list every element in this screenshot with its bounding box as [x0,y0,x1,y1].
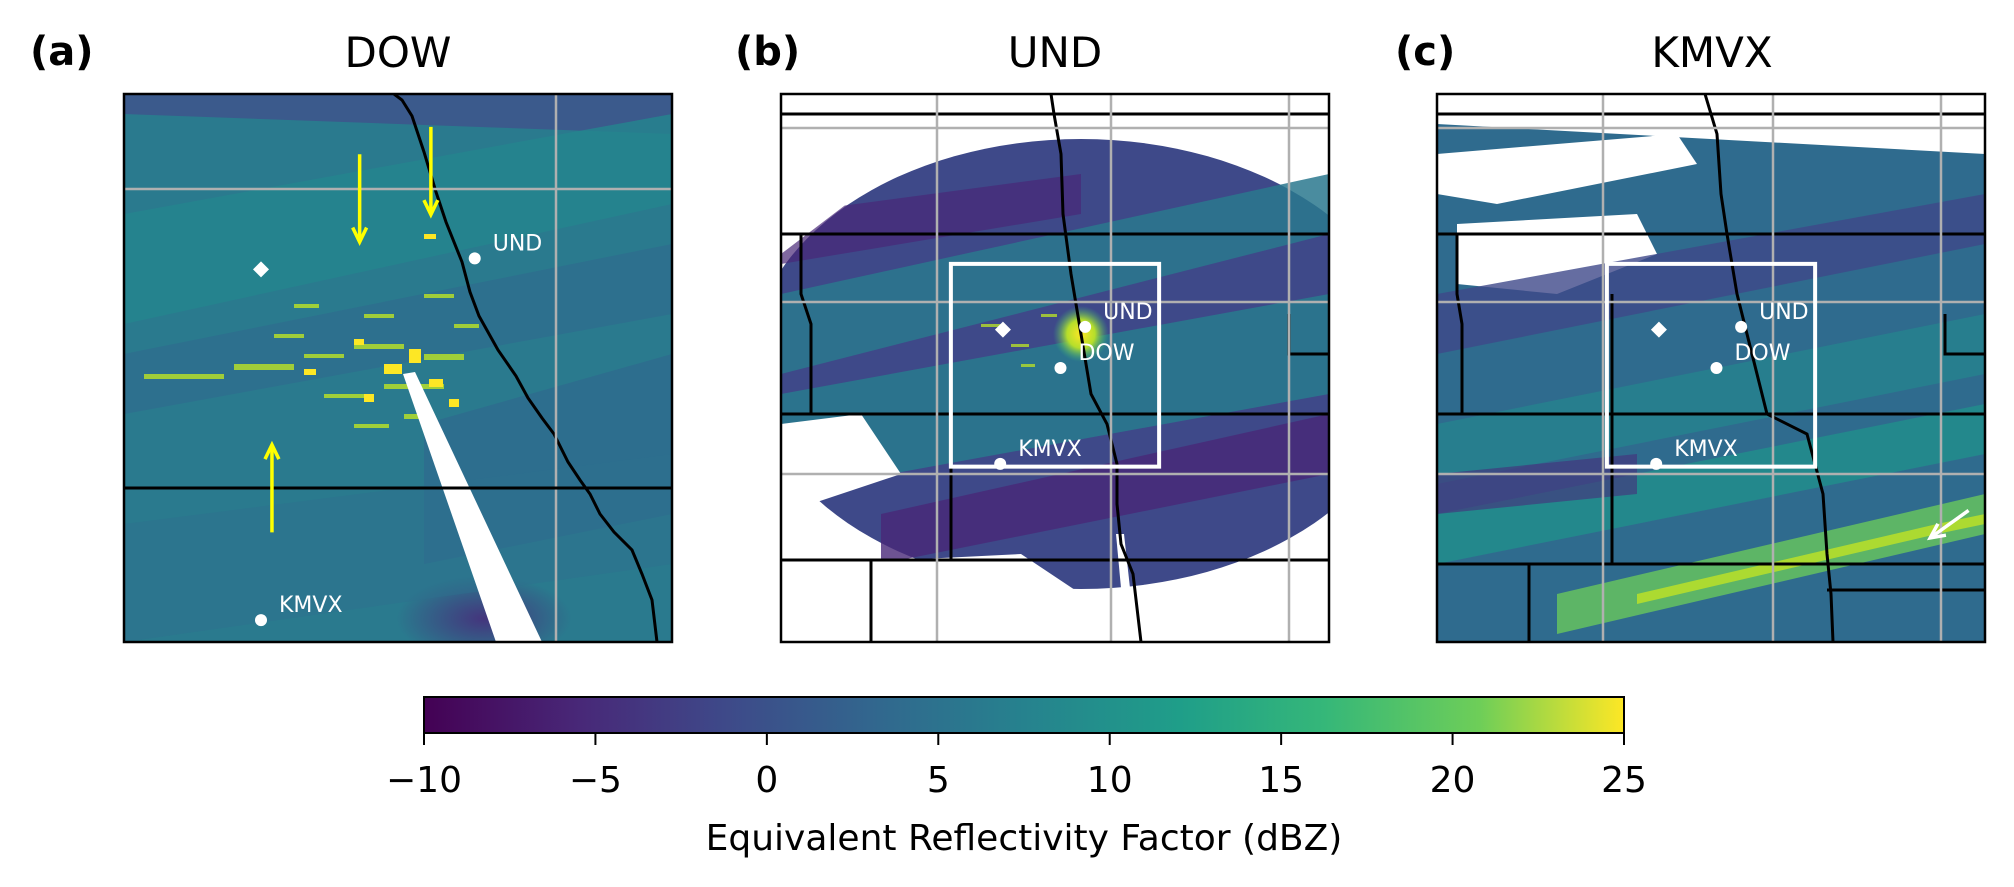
site-marker-dow-c [1710,362,1723,374]
site-marker-kmvx-c [1650,457,1663,470]
panel-label-c: (c) [1395,29,1455,75]
panel-title-b: UND [1008,28,1103,77]
colorbar-tick-label: −10 [386,760,462,801]
colorbar-tick-label: −5 [569,760,622,801]
colorbar-label: Equivalent Reflectivity Factor (dBZ) [706,818,1343,859]
site-marker-und-b [1079,320,1092,333]
panel-title-c: KMVX [1651,28,1772,77]
reflectivity-field-b [781,94,1329,642]
panel-c: (c) KMVX [1395,28,1987,644]
site-label-und-b: UND [1103,300,1153,325]
site-marker-kmvx-b [994,457,1007,470]
site-label-kmvx-b: KMVX [1018,437,1082,462]
colorbar-tick-label: 0 [755,760,778,801]
site-label-und-a: UND [493,231,542,256]
site-label-dow-b: DOW [1078,341,1134,366]
reflectivity-field-a [124,94,672,642]
inset-box-c [1604,261,1818,469]
colorbar-tick-label: 15 [1258,760,1304,801]
colorbar-gradient [423,696,1625,734]
site-marker-diamond-a [253,261,269,278]
panel-b: (b) UND [735,28,1331,644]
colorbar-tick-label: 10 [1087,760,1133,801]
colorbar-tick-label: 25 [1601,760,1647,801]
overlay-c: UND DOW KMVX [1604,261,1970,541]
panel-label-a: (a) [30,29,94,75]
site-marker-kmvx-a [255,614,267,627]
colorbar-tick-label: 5 [927,760,950,801]
site-label-kmvx-c: KMVX [1674,437,1738,462]
overlay-b: UND DOW KMVX [948,261,1162,470]
colorbar-tick-label: 20 [1430,760,1476,801]
panel-label-b: (b) [735,29,800,75]
site-marker-diamond-b [994,321,1011,338]
site-label-und-c: UND [1759,300,1809,325]
colorbar-ticks: −10 −5 0 5 10 15 20 25 [386,733,1647,801]
arrow-a-1 [351,154,369,246]
site-marker-und-a [468,252,481,265]
site-label-dow-c: DOW [1734,341,1790,366]
arrow-a-3 [263,440,281,533]
arrow-c-1 [1926,509,1970,541]
site-label-kmvx-a: KMVX [279,593,343,618]
site-marker-und-c [1735,320,1748,333]
arrow-a-2 [422,126,440,219]
panel-a: (a) DOW [30,28,674,644]
reflectivity-field-c [1437,94,1985,642]
site-marker-dow-b [1054,362,1067,374]
site-marker-diamond-c [1650,321,1667,338]
colorbar: −10 −5 0 5 10 15 20 25 Equivalent Reflectivity … [386,696,1647,859]
overlay-a: UND KMVX [253,126,542,627]
panel-title-a: DOW [345,28,452,77]
inset-box-b [948,261,1162,469]
